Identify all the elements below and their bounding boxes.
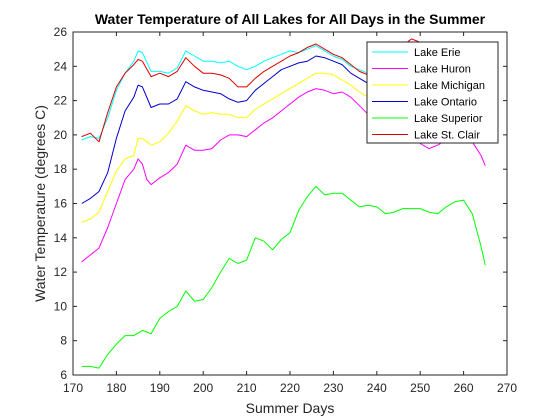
x-tick-label: 170 [63, 381, 83, 395]
chart-title: Water Temperature of All Lakes for All D… [95, 11, 486, 27]
x-tick-label: 230 [323, 381, 343, 395]
x-axis-label: Summer Days [246, 400, 335, 416]
legend-box [366, 41, 499, 144]
y-tick-label: 6 [60, 368, 67, 382]
y-axis-label: Water Temperature (degrees C) [32, 105, 48, 302]
y-tick-label: 12 [54, 265, 68, 279]
y-tick-label: 20 [54, 128, 68, 142]
y-tick-label: 10 [54, 299, 68, 313]
x-tick-label: 220 [280, 381, 300, 395]
plot-area [81, 38, 486, 369]
legend-entry-label: Lake Ontario [414, 97, 477, 109]
legend-entry-label: Lake Erie [414, 47, 460, 59]
legend-entry-label: Lake Michigan [414, 80, 485, 92]
x-tick-label: 210 [237, 381, 257, 395]
legend-entry-label: Lake St. Clair [414, 130, 480, 142]
y-tick-label: 26 [54, 25, 68, 39]
y-tick-label: 24 [54, 59, 68, 73]
y-tick-label: 16 [54, 197, 68, 211]
x-tick-label: 260 [454, 381, 474, 395]
series-line-1 [81, 45, 421, 141]
legend: Lake Erie Lake Huron Lake Michigan Lake Ont… [366, 41, 499, 144]
y-tick-label: 14 [54, 231, 68, 245]
y-tick-label: 8 [60, 334, 67, 348]
axes: 170 180 190 200 210 220 230 240 250 260 270 6 8 10 12 1… [54, 25, 518, 395]
x-tick-label: 270 [497, 381, 517, 395]
x-tick-label: 190 [150, 381, 170, 395]
x-tick-label: 240 [367, 381, 387, 395]
series-line-4 [81, 55, 421, 204]
x-tick-label: 180 [106, 381, 126, 395]
series-line-6 [81, 38, 421, 143]
legend-entry-label: Lake Huron [414, 64, 471, 76]
series-line-5 [81, 185, 486, 369]
legend-entry-label: Lake Superior [414, 113, 483, 125]
y-tick-label: 18 [54, 162, 68, 176]
series-line-3 [81, 72, 421, 223]
x-tick-label: 250 [410, 381, 430, 395]
y-tick-label: 22 [54, 94, 68, 108]
x-tick-label: 200 [193, 381, 213, 395]
